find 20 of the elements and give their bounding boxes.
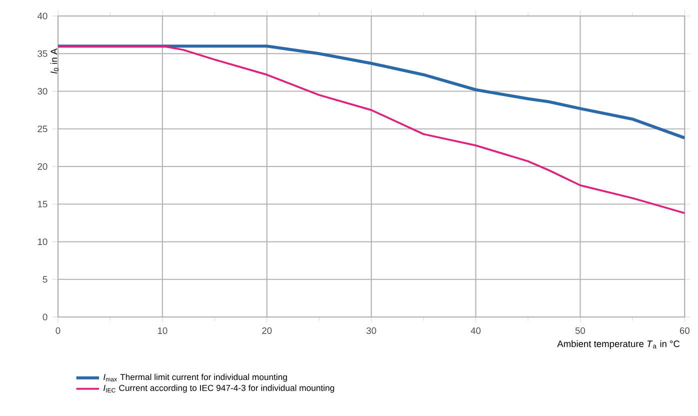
legend-label: I$_{IEC}$ Current according to IEC 947-4-3 for individual mounting — [104, 384, 334, 393]
x-tick-label: 0 — [56, 327, 60, 334]
x-tick-label: 20 — [262, 327, 272, 334]
legend-label: I$_{max}$ Thermal limit current for individual mounting — [104, 374, 287, 382]
y-tick-label: 20 — [38, 163, 48, 170]
y-axis-title: I$_{0}$ in A — [50, 48, 59, 74]
x-tick-label: 50 — [575, 327, 586, 334]
x-tick-label: 30 — [366, 327, 376, 334]
x-tick-label: 40 — [470, 327, 481, 334]
y-tick-label: 40 — [38, 12, 48, 20]
y-tick-label: 30 — [38, 88, 48, 95]
y-tick-label: 10 — [38, 238, 48, 246]
x-tick-label: 10 — [158, 327, 168, 334]
x-tick-label: 60 — [680, 327, 690, 334]
x-axis-title: Ambient temperature T$_{a}$ in °C — [557, 340, 680, 349]
y-tick-label: 0 — [42, 314, 48, 320]
y-tick-label: 5 — [42, 276, 48, 283]
y-tick-label: 35 — [38, 50, 48, 57]
y-tick-label: 15 — [38, 200, 48, 208]
y-tick-label: 25 — [38, 126, 48, 132]
